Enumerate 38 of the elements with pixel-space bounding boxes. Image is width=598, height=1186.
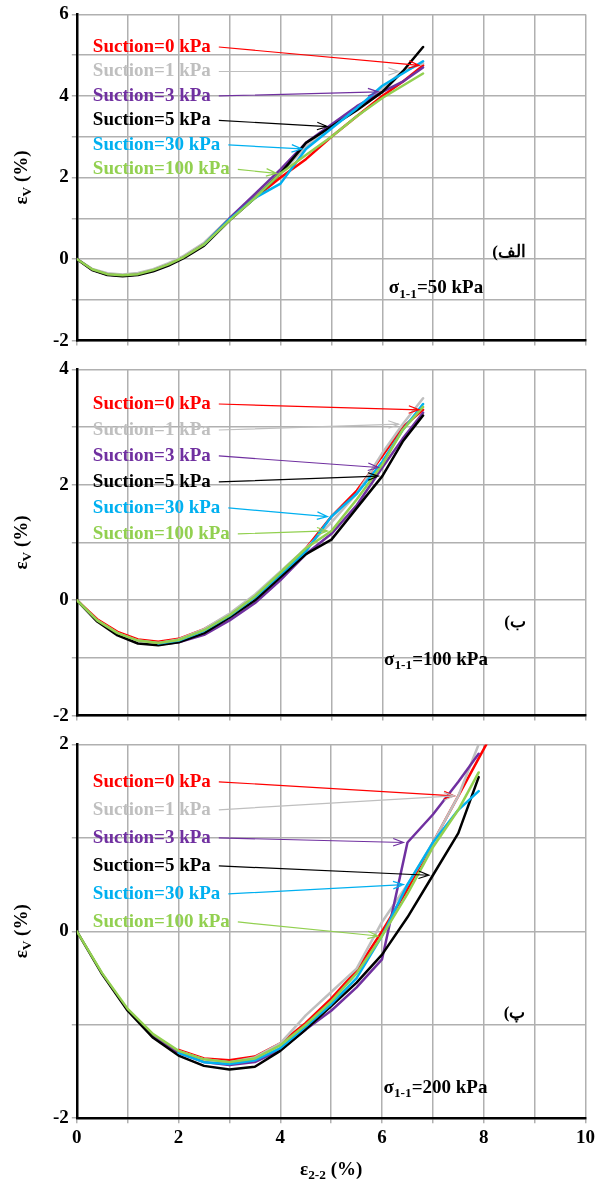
y-tick-label: -2	[53, 328, 69, 350]
y-tick-label: -2	[53, 703, 69, 725]
text: Suction=5 kPa	[92, 469, 212, 491]
legend-label: Suction=100 kPa	[92, 521, 231, 543]
x-tick-label: 8	[479, 1125, 489, 1147]
y-tick-label: 4	[59, 357, 70, 379]
text: Suction=30 kPa	[92, 495, 221, 517]
annotation: پ)	[503, 1002, 526, 1023]
annotation: الف)	[492, 241, 526, 261]
y-tick-label: 2	[59, 732, 69, 754]
text: Suction=0 kPa	[92, 769, 212, 791]
annotation: ب)	[504, 611, 526, 631]
y-axis-title: εV (%)	[9, 150, 35, 205]
text: Suction=0 kPa	[92, 34, 212, 56]
text: Suction=5 kPa	[92, 853, 212, 875]
x-tick-label: 2	[173, 1125, 184, 1147]
y-tick-label: -2	[53, 1106, 69, 1128]
x-tick-label: 10	[576, 1125, 595, 1147]
text: Suction=0 kPa	[92, 391, 212, 413]
y-axis-title: εV (%)	[9, 515, 35, 570]
y-tick-label: 6	[59, 2, 69, 24]
text: Suction=30 kPa	[92, 881, 221, 903]
series-label: Suction=100 kPa	[92, 909, 231, 931]
y-tick-label: 0	[59, 588, 69, 610]
x-tick-label: 4	[275, 1125, 286, 1147]
y-tick-label: 2	[59, 165, 69, 187]
y-tick-label: 0	[59, 246, 69, 268]
legend-label: Suction=100 kPa	[92, 157, 231, 179]
text: Suction=3 kPa	[92, 825, 212, 847]
text: Suction=3 kPa	[92, 83, 212, 105]
y-tick-label: 4	[59, 83, 70, 105]
x-tick-label: 6	[377, 1125, 387, 1147]
legend-label: Suction=30 kPa	[92, 132, 221, 154]
y-tick-label: 2	[59, 472, 69, 494]
y-tick-label: 0	[59, 919, 69, 941]
text: Suction=5 kPa	[92, 108, 212, 130]
text: Suction=3 kPa	[92, 443, 212, 465]
y-axis-title: εV (%)	[9, 904, 35, 959]
